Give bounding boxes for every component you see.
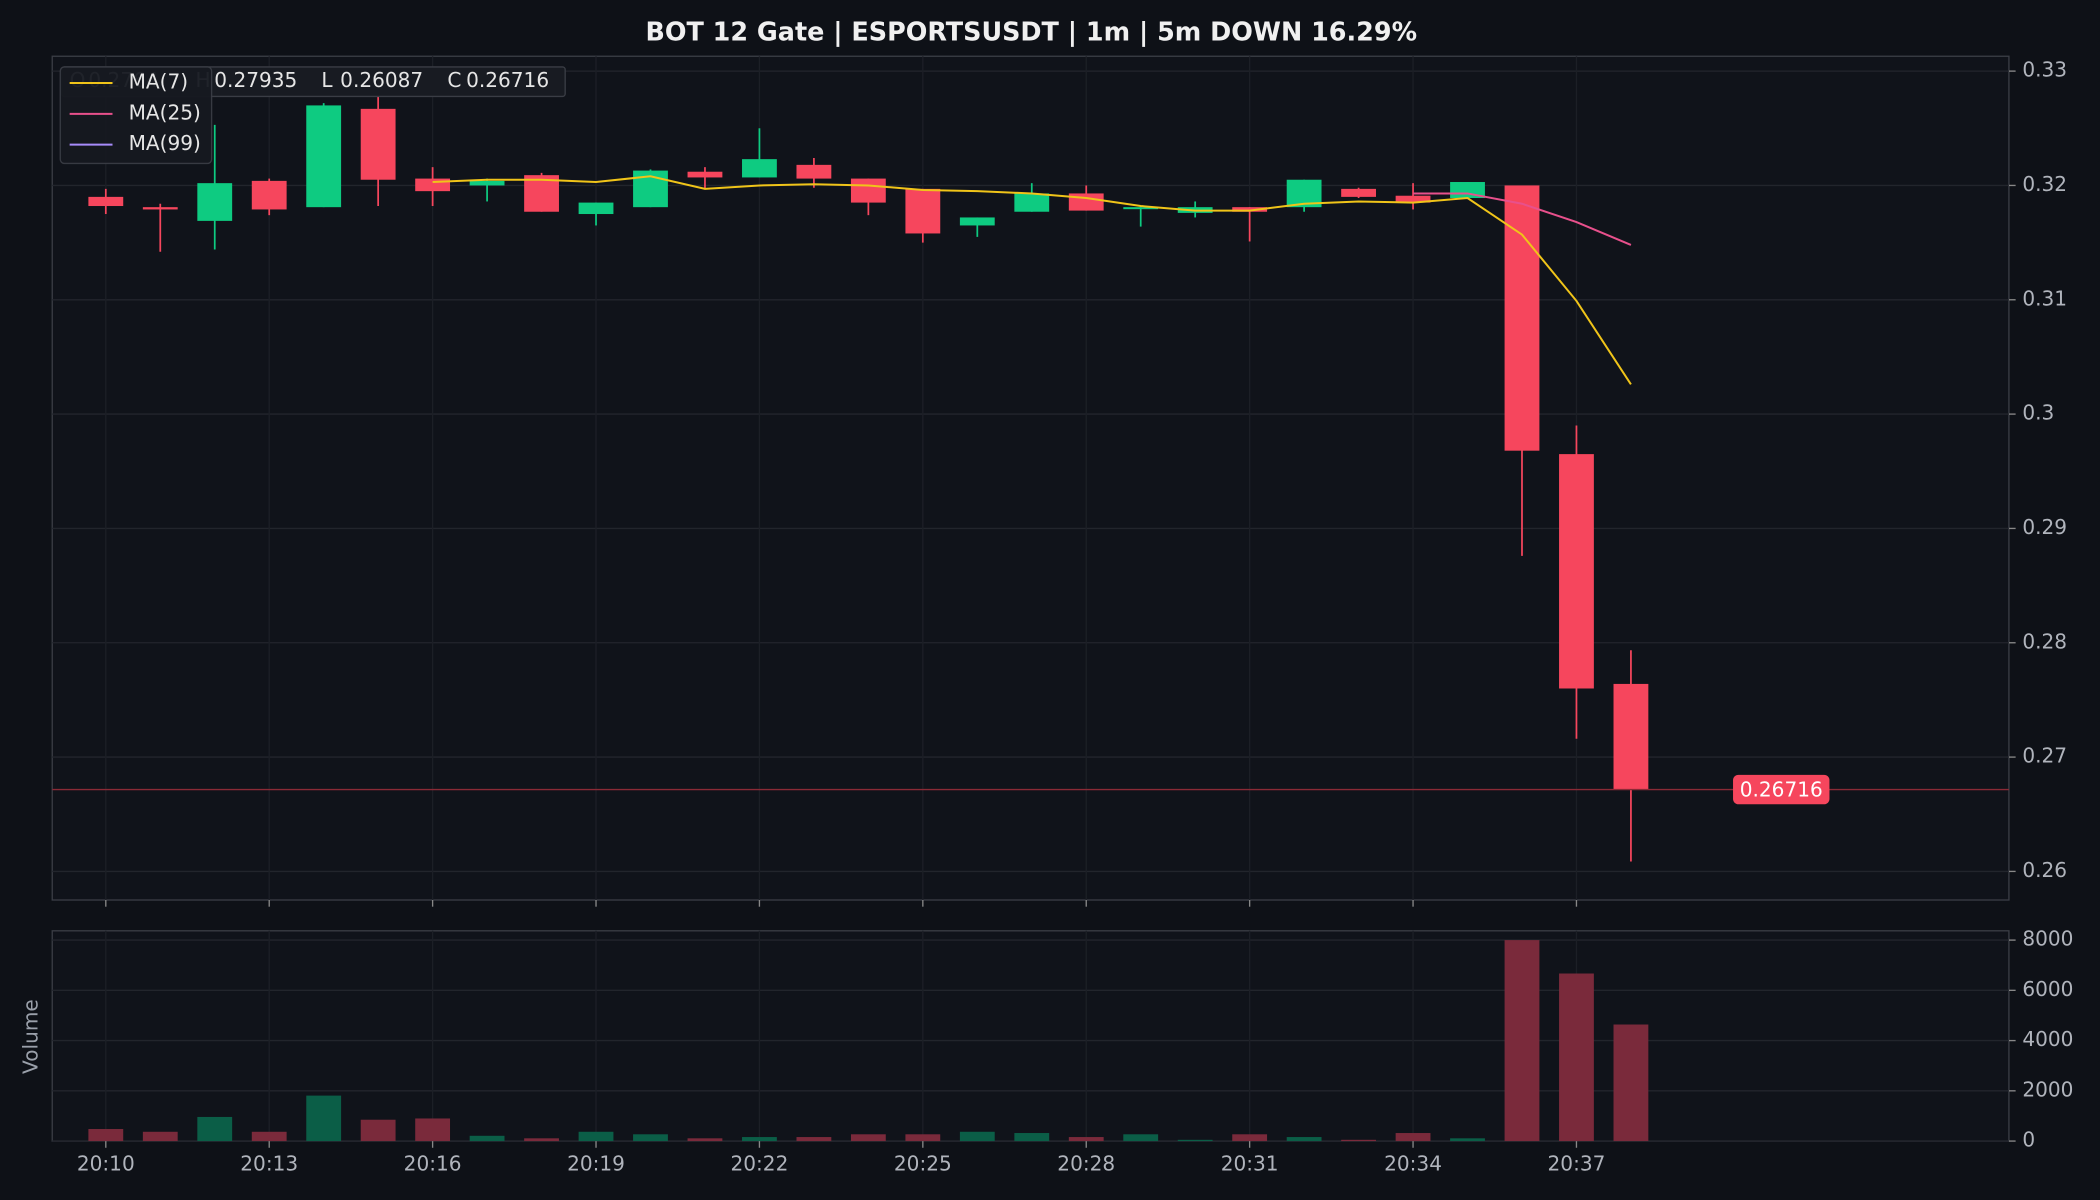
x-tick-label: 20:22 (730, 1152, 788, 1176)
last-price-label: 0.26716 (1740, 777, 1823, 801)
candle-body (469, 180, 505, 186)
info-value: 0.26087 (340, 68, 423, 92)
legend-label: MA(99) (129, 131, 201, 155)
info-value: 0.27935 (214, 68, 297, 92)
volume-bar (251, 1131, 287, 1142)
candle-body (88, 196, 124, 207)
candle-body (1341, 188, 1376, 197)
y-tick-label: 0.3 (2022, 401, 2054, 425)
volume-bar (1232, 1134, 1268, 1142)
legend-box (59, 66, 213, 165)
volume-bar (88, 1129, 124, 1142)
x-tick-label: 20:19 (567, 1152, 625, 1176)
candle-body (306, 105, 342, 208)
legend-label: MA(7) (129, 70, 189, 94)
candle-body (1504, 185, 1540, 451)
x-tick-label: 20:25 (894, 1152, 952, 1176)
y-tick-label: 2000 (2022, 1077, 2073, 1101)
candle-body (905, 188, 941, 234)
volume-bar (306, 1095, 342, 1142)
candle-body (1123, 207, 1159, 210)
volume-bar (578, 1131, 614, 1142)
candle-body (1613, 683, 1649, 790)
volume-bar (1341, 1139, 1376, 1142)
volume-bar (905, 1134, 941, 1142)
x-tick-label: 20:16 (404, 1152, 462, 1176)
volume-bar (142, 1131, 178, 1142)
x-tick-label: 20:28 (1057, 1152, 1115, 1176)
volume-bar (1613, 1024, 1649, 1142)
volume-bar (633, 1134, 668, 1142)
candle-body (578, 202, 614, 215)
info-label: L (321, 68, 333, 92)
volume-bar (1014, 1133, 1050, 1142)
candle-body (197, 183, 233, 221)
candle-body (1014, 193, 1050, 212)
volume-panel (51, 930, 2010, 1142)
x-tick-label: 20:34 (1384, 1152, 1442, 1176)
chart-title: BOT 12 Gate | ESPORTSUSDT | 1m | 5m DOWN… (645, 16, 1417, 46)
volume-bar (796, 1137, 832, 1142)
candle-body (959, 217, 995, 226)
legend-label: MA(25) (129, 100, 201, 124)
y-tick-label: 0 (2022, 1128, 2035, 1152)
volume-bar (1286, 1137, 1322, 1142)
x-tick-label: 20:37 (1548, 1152, 1606, 1176)
ma-line (1413, 192, 1632, 246)
candle-body (1559, 454, 1594, 689)
y-tick-label: 0.26 (2022, 858, 2067, 882)
info-label: C (447, 68, 461, 92)
candle-body (850, 178, 886, 203)
volume-bar (959, 1131, 995, 1142)
y-tick-label: 0.33 (2022, 58, 2067, 82)
candle-body (1232, 207, 1268, 212)
candle-body (360, 108, 396, 180)
candle-body (742, 159, 777, 178)
y-tick-label: 8000 (2022, 927, 2073, 951)
volume-bar (197, 1116, 233, 1142)
candle-body (142, 207, 178, 210)
candle-body (687, 171, 723, 178)
volume-bar (1068, 1137, 1104, 1142)
volume-bar (1123, 1134, 1159, 1142)
volume-bar (850, 1134, 886, 1142)
price-panel (51, 55, 2010, 901)
volume-bar (1559, 973, 1594, 1142)
info-value: 0.26716 (466, 68, 549, 92)
ma-line (432, 175, 1632, 385)
volume-bar (1504, 940, 1540, 1142)
candle-body (524, 175, 559, 212)
candle-body (251, 180, 287, 210)
candle-body (796, 164, 832, 179)
x-tick-label: 20:13 (240, 1152, 298, 1176)
volume-axis-label: Volume (19, 999, 43, 1074)
last-price-badge (1733, 774, 1830, 805)
y-tick-label: 4000 (2022, 1027, 2073, 1051)
volume-bar (524, 1138, 559, 1142)
candle-body (415, 178, 451, 192)
volume-bar (1177, 1139, 1213, 1142)
y-tick-label: 6000 (2022, 977, 2073, 1001)
y-tick-label: 0.31 (2022, 286, 2067, 310)
y-tick-label: 0.32 (2022, 172, 2067, 196)
volume-bar (360, 1119, 396, 1142)
y-tick-label: 0.27 (2022, 744, 2067, 768)
volume-bar (687, 1138, 723, 1142)
y-tick-label: 0.28 (2022, 629, 2067, 653)
y-tick-label: 0.29 (2022, 515, 2067, 539)
volume-bar (469, 1135, 505, 1142)
volume-bar (415, 1118, 451, 1142)
x-tick-label: 20:10 (77, 1152, 135, 1176)
volume-bar (742, 1137, 777, 1142)
volume-bar (1450, 1138, 1485, 1142)
x-tick-label: 20:31 (1221, 1152, 1279, 1176)
volume-bar (1395, 1133, 1431, 1142)
candle-body (1395, 195, 1431, 203)
